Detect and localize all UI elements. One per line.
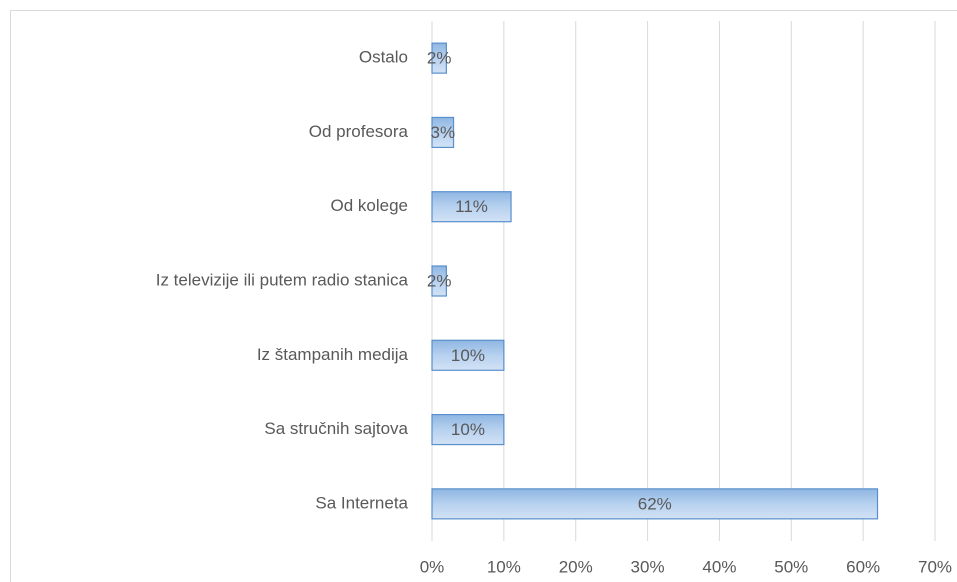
x-tick-label: 70% [918,557,952,576]
x-tick-label: 30% [631,557,665,576]
y-tick-label: Iz štampanih medija [257,345,409,364]
x-tick-label: 60% [846,557,880,576]
value-label: 11% [455,197,488,216]
x-tick-label: 10% [487,557,521,576]
bar [431,488,879,520]
y-tick-label: Od profesora [309,122,409,141]
y-tick-label: Iz televizije ili putem radio stanica [156,270,409,289]
value-label: 2% [427,271,452,290]
bar [431,116,455,149]
x-tick-label: 40% [702,557,736,576]
value-label: 3% [430,123,455,142]
x-tick-label: 20% [559,557,593,576]
y-tick-label: Ostalo [359,48,408,67]
bar [431,265,447,297]
value-label: 62% [638,494,672,513]
x-tick-label: 50% [774,557,808,576]
value-label: 10% [451,346,485,365]
bar [431,413,505,446]
y-tick-label: Sa stručnih sajtova [264,419,408,438]
x-tick-label: 0% [420,557,445,576]
y-tick-label: Sa Interneta [315,493,408,512]
bar [431,191,512,223]
value-label: 2% [427,49,452,68]
value-label: 10% [451,420,485,439]
bar [431,42,447,74]
y-tick-label: Od kolege [331,196,409,215]
chart-border [10,10,957,582]
bar [431,339,505,371]
